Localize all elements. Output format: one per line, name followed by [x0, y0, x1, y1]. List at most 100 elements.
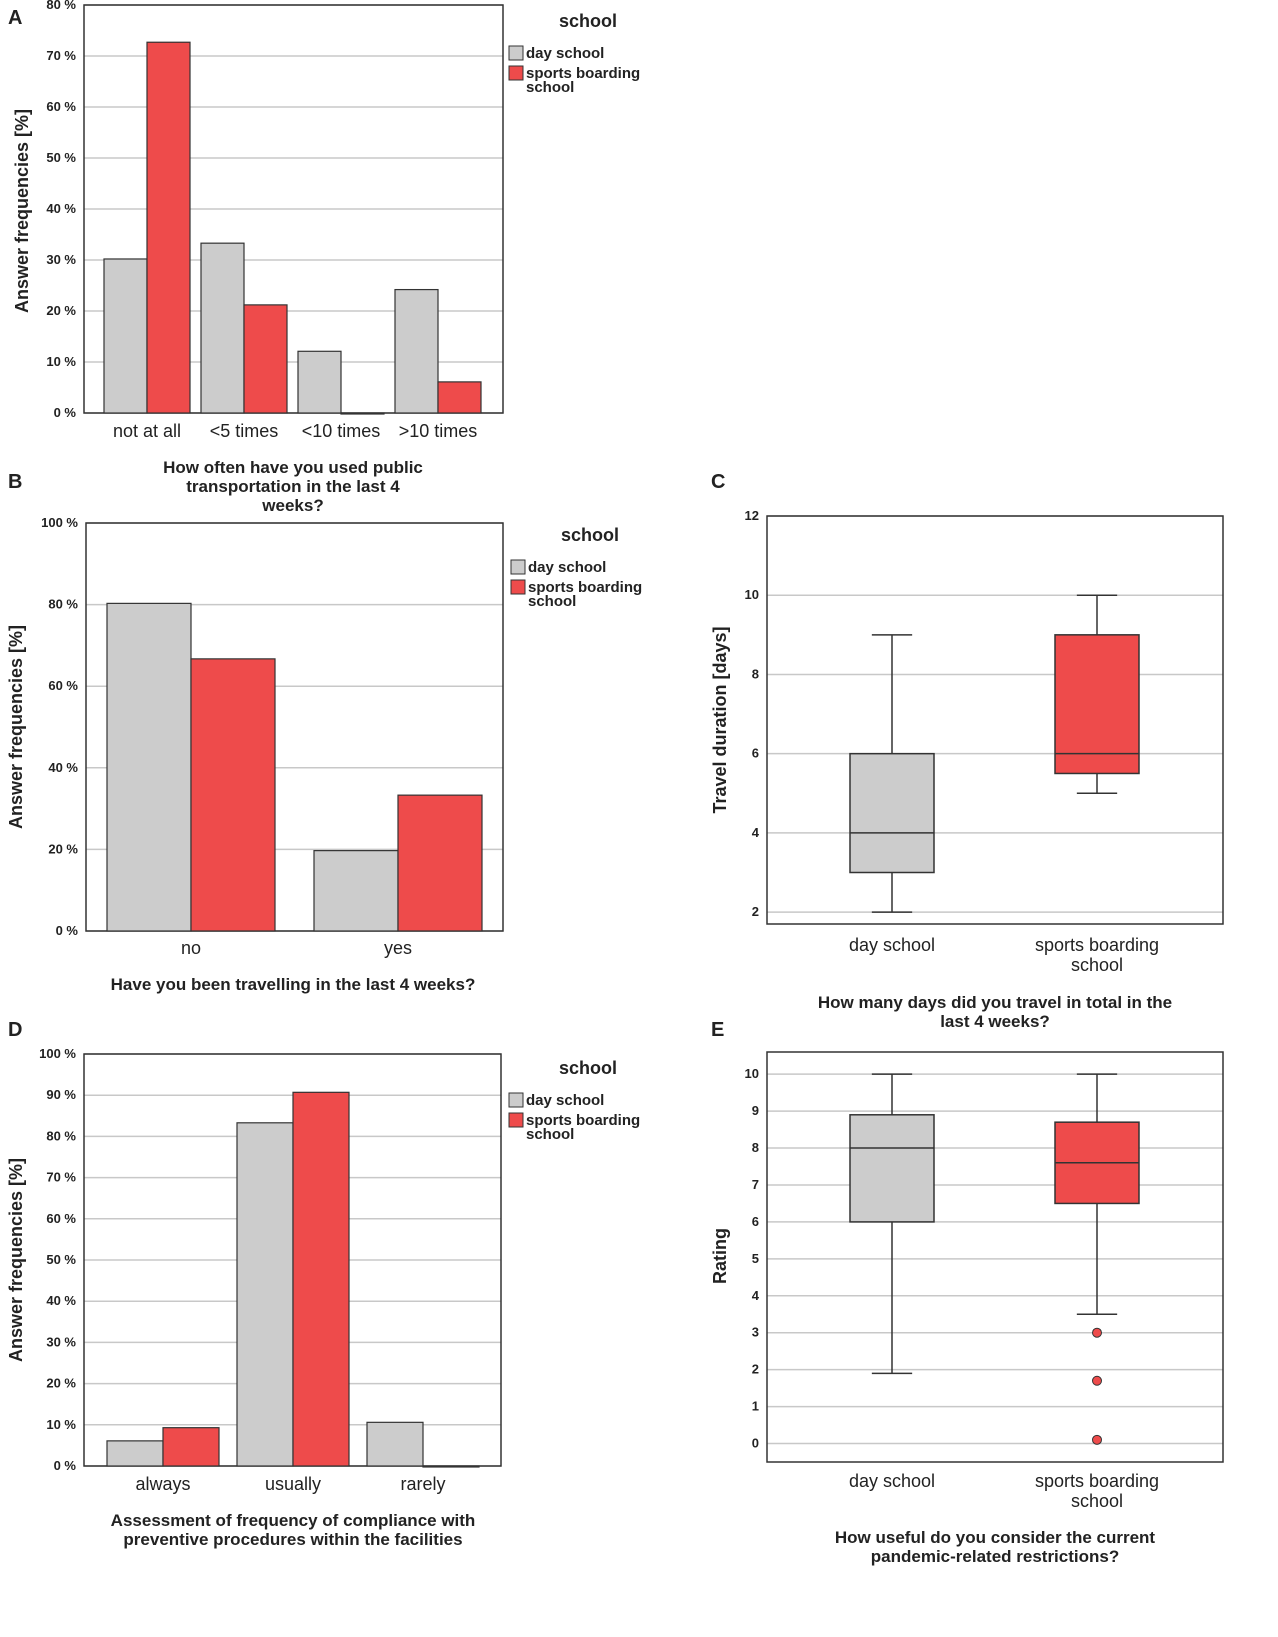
- bar-sports-boarding-school-10-times: [340, 412, 385, 415]
- panel-letter: B: [8, 471, 22, 493]
- legend-title: school: [559, 1058, 617, 1078]
- interquartile-box: [849, 1114, 935, 1223]
- legend-swatch-sports-boarding-school: [508, 1112, 524, 1128]
- y-tick-label: 2: [752, 1362, 759, 1377]
- panel-letter: D: [8, 1019, 22, 1041]
- y-tick-label: 6: [752, 1214, 759, 1229]
- panel-e-box-plot: 0 1 2 3 4 5 6 7 8 9 10 E How useful do you consider …: [710, 1019, 1224, 1566]
- y-tick-label: 70 %: [46, 1170, 76, 1185]
- y-tick-label: 90 %: [46, 1087, 76, 1102]
- y-axis-title: Answer frequencies [%]: [6, 1158, 26, 1362]
- y-tick-label: 80 %: [46, 0, 76, 12]
- y-tick-label: 6: [752, 746, 759, 761]
- y-tick-label: 10: [745, 587, 759, 602]
- legend-swatch-sports-boarding-school: [508, 65, 524, 81]
- x-axis-title: How useful do you consider the current pa…: [835, 1528, 1156, 1566]
- category-label-no: no: [181, 938, 201, 958]
- y-axis-title: Answer frequencies [%]: [12, 109, 32, 313]
- y-tick-label: 3: [752, 1325, 759, 1340]
- y-tick-label: 8: [752, 1140, 759, 1155]
- legend-label-sports-boarding-school: sports boarding school: [526, 65, 640, 96]
- bar-sports-boarding-school-5-times: [243, 304, 288, 414]
- y-axis-title: Answer frequencies [%]: [6, 625, 26, 829]
- y-tick-label: 80 %: [46, 1128, 76, 1143]
- y-tick-label: 40 %: [46, 1293, 76, 1308]
- bar-sports-boarding-school-usually: [292, 1091, 350, 1467]
- panel-c-box-plot: 2 4 6 8 10 12 C How many days did you travel in…: [710, 471, 1224, 1031]
- x-axis-title: How often have you used public transporta…: [163, 458, 423, 515]
- x-axis-title: Have you been travelling in the last 4 w…: [111, 975, 476, 994]
- bar-day-school-yes: [313, 850, 399, 932]
- legend: school day school sports boarding school: [508, 11, 640, 96]
- panel-d-bar-chart: 0 % 10 % 20 % 30 % 40 % 50 % 60 % 70 % 80 % 90 % 1…: [6, 1019, 640, 1549]
- panel-letter: E: [711, 1019, 724, 1041]
- y-tick-label: 2: [752, 904, 759, 919]
- y-axis-title: Travel duration [days]: [710, 626, 730, 813]
- y-tick-label: 10 %: [46, 354, 76, 369]
- y-tick-label: 50 %: [46, 1252, 76, 1267]
- legend-swatch-day-school: [508, 45, 524, 61]
- y-tick-label: 10: [745, 1066, 759, 1081]
- bar-sports-boarding-school-not-at-all: [146, 41, 191, 414]
- outlier-point: [1092, 1434, 1102, 1445]
- category-label-10-times: >10 times: [399, 421, 478, 441]
- y-tick-label: 0 %: [54, 1458, 77, 1473]
- legend-swatch-day-school: [510, 559, 526, 575]
- bars: [106, 1091, 480, 1468]
- plot-frame: [766, 1051, 1224, 1463]
- category-label-sports-boarding-school: sports boarding school: [1035, 935, 1159, 975]
- y-tick-label: 60 %: [46, 99, 76, 114]
- panel-letter: A: [8, 7, 22, 29]
- panel-letter: C: [711, 471, 725, 493]
- bars: [106, 602, 483, 932]
- category-label-day-school: day school: [849, 1471, 935, 1491]
- gridlines: [767, 1073, 1223, 1445]
- gridlines: [767, 515, 1223, 913]
- y-tick-label: 100 %: [39, 1046, 76, 1061]
- legend-label-sports-boarding-school: sports boarding school: [526, 1112, 640, 1143]
- y-tick-label: 70 %: [46, 48, 76, 63]
- bar-sports-boarding-school-no: [190, 658, 276, 932]
- bar-sports-boarding-school-always: [162, 1427, 220, 1467]
- y-tick-label: 20 %: [46, 303, 76, 318]
- y-tick-label: 9: [752, 1103, 759, 1118]
- x-axis-title: Assessment of frequency of compliance wi…: [111, 1511, 476, 1549]
- category-label-yes: yes: [384, 938, 412, 958]
- y-tick-label: 10 %: [46, 1417, 76, 1432]
- y-tick-label: 40 %: [46, 201, 76, 216]
- category-label-not-at-all: not at all: [113, 421, 181, 441]
- y-tick-label: 50 %: [46, 150, 76, 165]
- legend: school day school sports boarding school: [510, 525, 642, 610]
- bar-day-school-5-times: [200, 242, 245, 414]
- outlier-point: [1092, 1327, 1102, 1338]
- panel-a-bar-chart: 0 % 10 % 20 % 30 % 40 % 50 % 60 % 70 % 80 % schoo…: [8, 0, 640, 515]
- legend-swatch-sports-boarding-school: [510, 579, 526, 595]
- legend-label-day-school: day school: [526, 1092, 604, 1109]
- y-tick-label: 30 %: [46, 1334, 76, 1349]
- legend-label-day-school: day school: [528, 559, 606, 576]
- legend-swatch-day-school: [508, 1092, 524, 1108]
- y-tick-label: 30 %: [46, 252, 76, 267]
- y-tick-label: 4: [752, 825, 760, 840]
- bar-sports-boarding-school-yes: [397, 794, 483, 932]
- bar-day-school-10-times: [297, 350, 342, 414]
- interquartile-box: [1054, 634, 1140, 775]
- legend-label-day-school: day school: [526, 45, 604, 62]
- y-tick-label: 5: [752, 1251, 759, 1266]
- outlier-point: [1092, 1375, 1102, 1386]
- bar-day-school-always: [106, 1440, 164, 1467]
- y-tick-label: 60 %: [46, 1211, 76, 1226]
- plot-frame: [766, 515, 1224, 925]
- plot-frame: [85, 522, 504, 932]
- bar-day-school-no: [106, 602, 192, 932]
- interquartile-box: [849, 752, 935, 874]
- box-sports-boarding-school: [1054, 594, 1140, 795]
- y-tick-label: 20 %: [48, 841, 78, 856]
- y-tick-label: 60 %: [48, 678, 78, 693]
- y-tick-label: 40 %: [48, 760, 78, 775]
- category-label-10-times: <10 times: [302, 421, 381, 441]
- plot-frame: [83, 4, 504, 414]
- box-sports-boarding-school: [1054, 1073, 1140, 1445]
- y-tick-label: 0: [752, 1436, 759, 1451]
